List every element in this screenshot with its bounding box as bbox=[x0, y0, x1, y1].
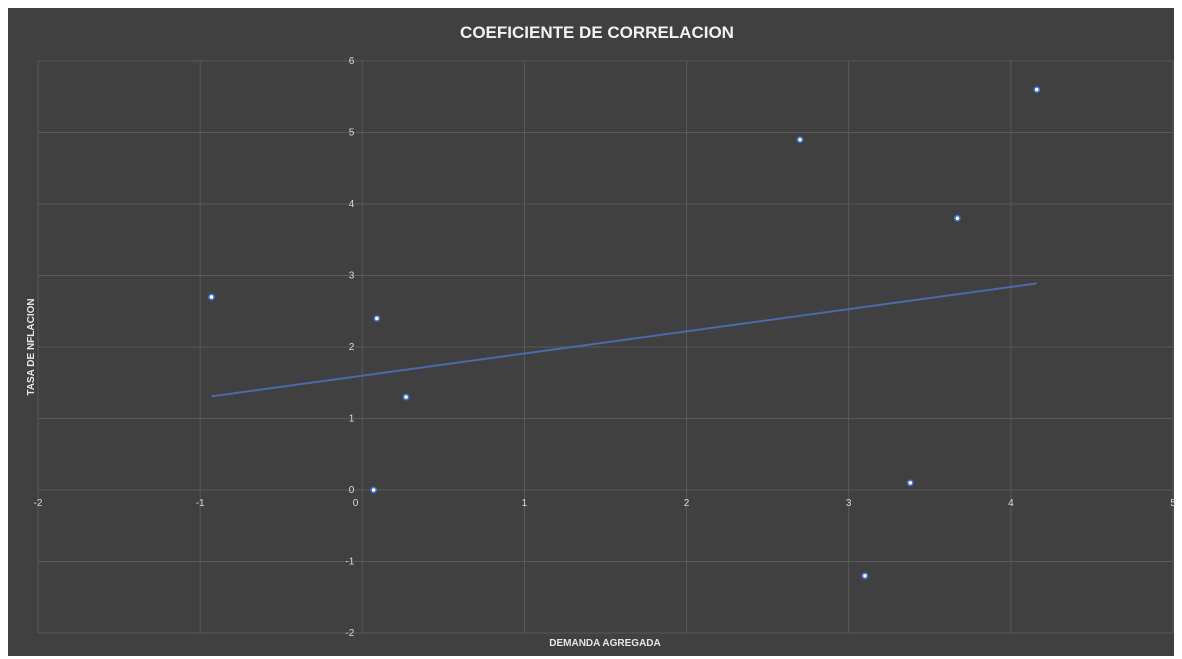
data-point bbox=[796, 136, 804, 144]
data-point bbox=[402, 393, 410, 401]
y-tick-label: 1 bbox=[349, 414, 355, 425]
x-tick-label: 3 bbox=[846, 498, 852, 509]
data-point bbox=[953, 214, 961, 222]
x-tick-label: 2 bbox=[684, 498, 690, 509]
y-tick-label: 0 bbox=[349, 485, 355, 496]
tick-labels: -2 -1 0 1 2 3 4 5 -2 -1 0 1 2 3 4 5 6 bbox=[34, 56, 1177, 639]
trendline bbox=[211, 282, 1037, 398]
y-tick-label: 5 bbox=[349, 128, 355, 139]
data-point bbox=[861, 572, 869, 580]
y-tick-label: 4 bbox=[349, 199, 355, 210]
chart-title: COEFICIENTE DE CORRELACION bbox=[460, 23, 734, 42]
data-point bbox=[370, 486, 378, 494]
y-tick-label: 6 bbox=[349, 56, 355, 67]
y-axis-title: TASA DE NFLACION bbox=[26, 298, 37, 395]
x-tick-label: -2 bbox=[34, 498, 43, 509]
data-point bbox=[208, 293, 215, 301]
data-point bbox=[906, 479, 914, 487]
x-tick-label: 0 bbox=[353, 498, 359, 509]
y-tick-label: 2 bbox=[349, 342, 355, 353]
x-tick-label: -1 bbox=[196, 498, 205, 509]
trendline-layer bbox=[211, 282, 1037, 398]
data-point bbox=[373, 314, 381, 322]
chart-area bbox=[8, 8, 1174, 656]
x-tick-label: 5 bbox=[1170, 498, 1176, 509]
y-tick-label: -1 bbox=[345, 557, 354, 568]
y-tick-label: 3 bbox=[349, 271, 355, 282]
x-tick-label: 1 bbox=[522, 498, 528, 509]
data-points bbox=[208, 86, 1041, 580]
x-tick-label: 4 bbox=[1008, 498, 1014, 509]
y-tick-label: -2 bbox=[345, 628, 354, 639]
x-axis-title: DEMANDA AGREGADA bbox=[549, 638, 660, 649]
data-point bbox=[1033, 86, 1041, 93]
gridlines bbox=[37, 60, 1174, 634]
